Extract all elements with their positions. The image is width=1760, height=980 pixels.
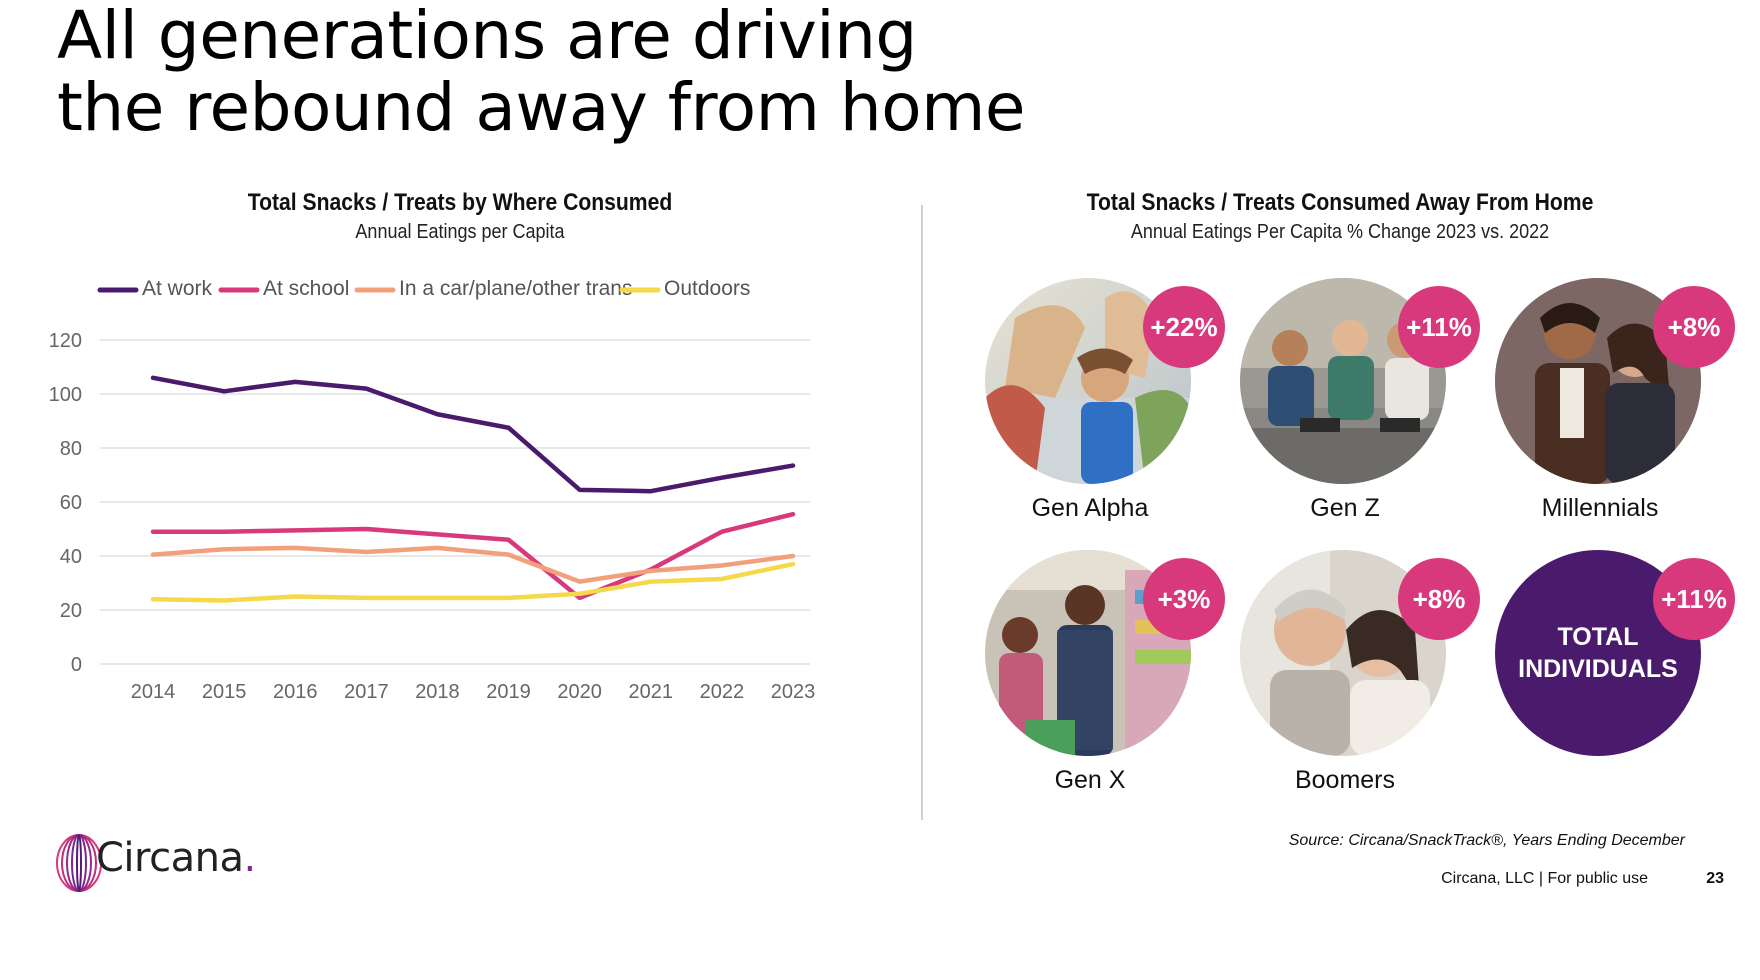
x-tick-label: 2017 (344, 681, 389, 703)
x-tick-label: 2021 (629, 681, 674, 703)
total-label-line-2: INDIVIDUALS (1518, 655, 1678, 683)
x-tick-label: 2022 (700, 681, 745, 703)
series-line-2 (150, 545, 796, 584)
gen-alpha-label: Gen Alpha (1031, 494, 1149, 522)
x-tick-label: 2016 (273, 681, 318, 703)
x-tick-label: 2020 (557, 681, 602, 703)
x-tick-label: 2019 (486, 681, 531, 703)
x-tick-label: 2023 (771, 681, 816, 703)
gen-alpha-change-badge: +22% (1143, 286, 1225, 368)
boomers-change-badge: +8% (1398, 558, 1480, 640)
gen-alpha-photo (985, 278, 1191, 484)
total-label-line-1: TOTAL (1557, 623, 1639, 651)
right-panel-title: Total Snacks / Treats Consumed Away From… (1086, 189, 1594, 216)
y-tick-label: 60 (60, 492, 82, 514)
legend-entry: At school (263, 280, 349, 300)
gen-z-label: Gen Z (1310, 494, 1380, 522)
chart-subtitle: Annual Eatings per Capita (355, 221, 565, 243)
y-tick-label: 40 (60, 546, 82, 568)
gen-alpha-photo-illustration (985, 278, 1191, 484)
gen-x-change-badge: +3% (1143, 558, 1225, 640)
chart-title: Total Snacks / Treats by Where Consumed (247, 189, 673, 216)
panel-divider (921, 205, 923, 820)
y-tick-label: 100 (49, 384, 82, 406)
legend-entry: Outdoors (664, 280, 750, 300)
x-tick-label: 2015 (202, 681, 247, 703)
x-axis-ticks: 2014 2015 2016 2017 2018 2019 2020 2021 2022 2023 (131, 681, 816, 703)
gen-z-change-badge: +11% (1398, 286, 1480, 368)
source-note: Source: Circana/SnackTrack®, Years Endin… (1288, 832, 1685, 849)
chart-legend: At work At school In a car/plane/other tra… (97, 280, 750, 300)
headline-line-2: the rebound away from home (57, 69, 1025, 146)
x-tick-label: 2014 (131, 681, 176, 703)
line-chart: 0 20 40 60 80 100 120 2014 2015 2016 2017 2018 2019… (49, 280, 816, 703)
total-change-badge: +11% (1653, 558, 1735, 640)
chart-grid (100, 339, 810, 665)
legend-entry: At work (142, 280, 213, 300)
page-number: 23 (1706, 870, 1724, 887)
y-tick-label: 0 (71, 654, 82, 676)
gen-x-label: Gen X (1054, 766, 1126, 794)
y-tick-label: 120 (49, 330, 82, 352)
y-axis-ticks: 0 20 40 60 80 100 120 (49, 330, 82, 676)
boomers-label: Boomers (1294, 766, 1396, 794)
x-tick-label: 2018 (415, 681, 460, 703)
footer-text: Circana, LLC | For public use (1441, 870, 1648, 887)
series-line-0 (150, 375, 796, 494)
chart-series (150, 375, 796, 603)
circana-logo-mark-icon (56, 834, 102, 892)
logo-word: Circana (96, 835, 244, 881)
y-tick-label: 20 (60, 600, 82, 622)
boomers-photo (1240, 550, 1446, 756)
logo-dot: . (243, 835, 256, 881)
millennials-label: Millennials (1541, 494, 1659, 522)
left-panel-header: Total Snacks / Treats by Where Consumed … (160, 189, 760, 245)
headline-line-1: All generations are driving (57, 0, 917, 74)
legend-entry: In a car/plane/other trans (399, 280, 632, 300)
millennials-change-badge: +8% (1653, 286, 1735, 368)
right-panel-subtitle: Annual Eatings Per Capita % Change 2023 … (1130, 221, 1550, 243)
series-line-3 (150, 561, 796, 603)
boomers-photo-illustration (1240, 550, 1446, 756)
circana-logo-text: Circana. (96, 835, 256, 881)
circana-logo: Circana. (54, 833, 284, 893)
page-title: All generations are driving the rebound … (57, 0, 1025, 144)
y-tick-label: 80 (60, 438, 82, 460)
series-line-1 (150, 511, 796, 601)
right-panel-header: Total Snacks / Treats Consumed Away From… (1015, 189, 1665, 245)
